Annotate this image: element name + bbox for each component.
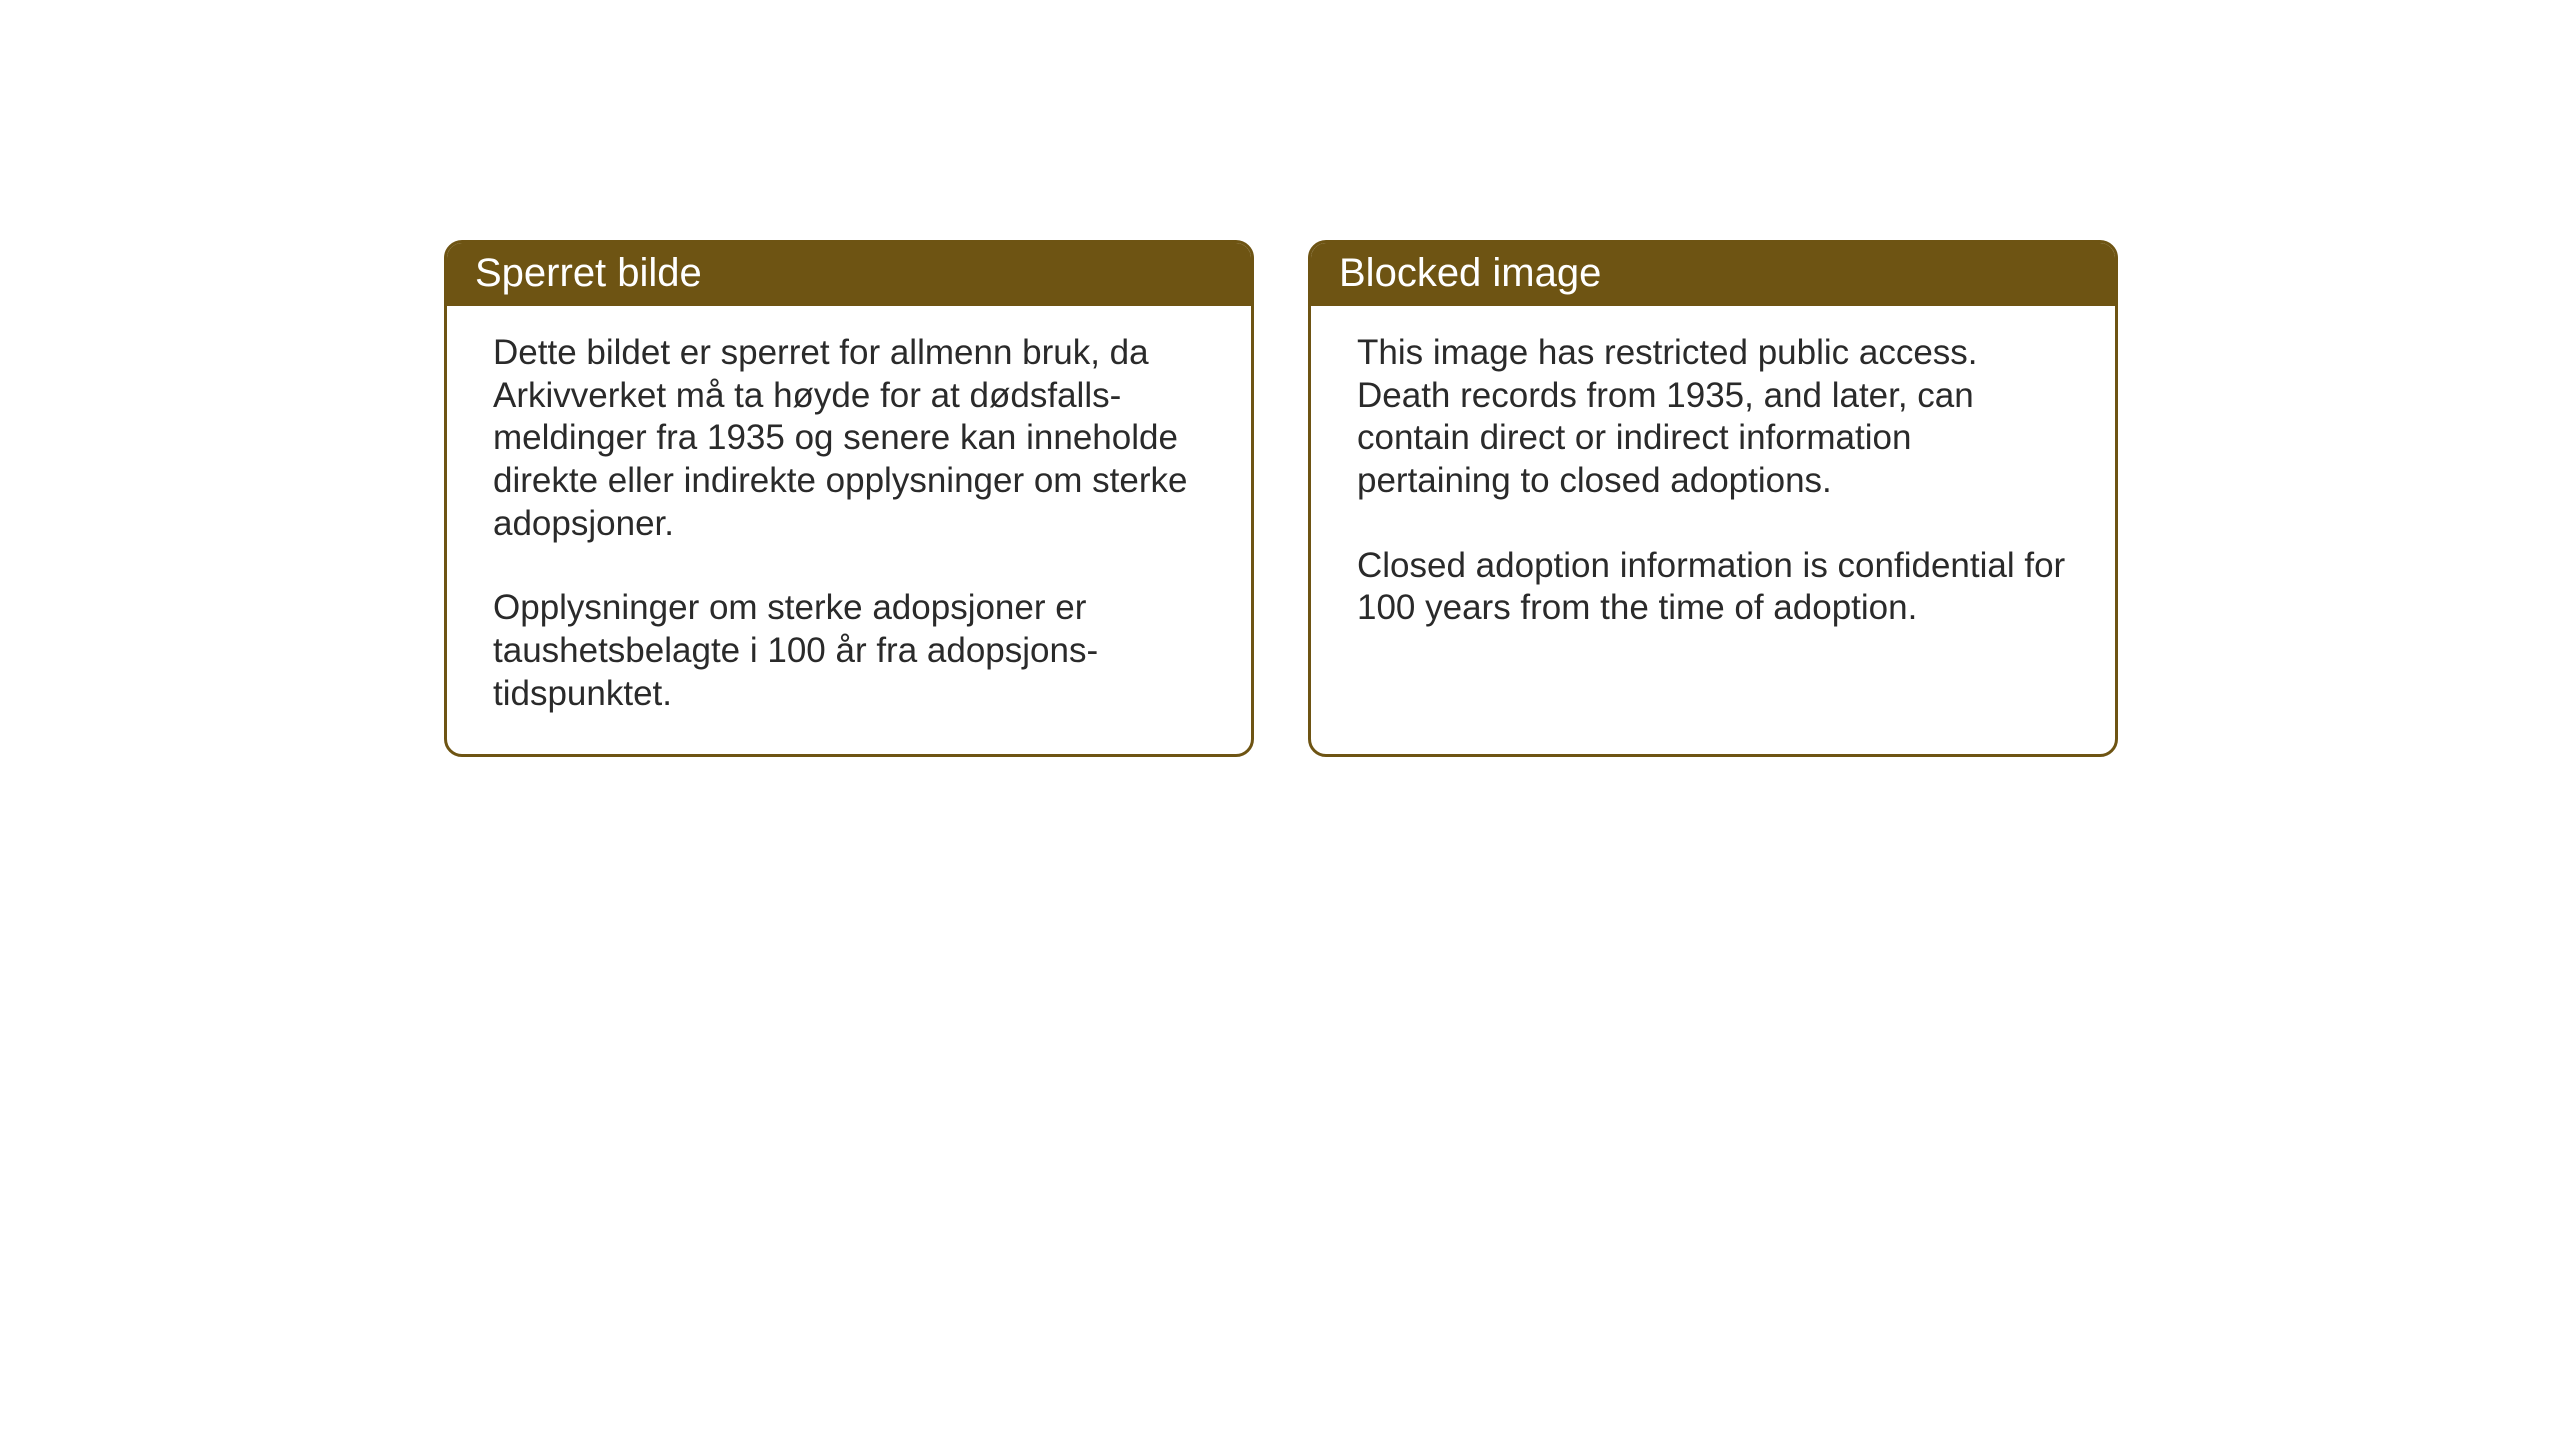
notice-card-english: Blocked image This image has restricted …	[1308, 240, 2118, 757]
paragraph-1: This image has restricted public access.…	[1357, 332, 2069, 503]
paragraph-2: Closed adoption information is confident…	[1357, 545, 2069, 630]
card-title: Sperret bilde	[475, 251, 702, 295]
notice-container: Sperret bilde Dette bildet er sperret fo…	[444, 240, 2118, 757]
card-body-norwegian: Dette bildet er sperret for allmenn bruk…	[447, 306, 1251, 754]
card-header-norwegian: Sperret bilde	[447, 243, 1251, 306]
card-body-english: This image has restricted public access.…	[1311, 306, 2115, 668]
notice-card-norwegian: Sperret bilde Dette bildet er sperret fo…	[444, 240, 1254, 757]
card-title: Blocked image	[1339, 251, 1601, 295]
card-header-english: Blocked image	[1311, 243, 2115, 306]
paragraph-2: Opplysninger om sterke adopsjoner er tau…	[493, 587, 1205, 715]
paragraph-1: Dette bildet er sperret for allmenn bruk…	[493, 332, 1205, 545]
